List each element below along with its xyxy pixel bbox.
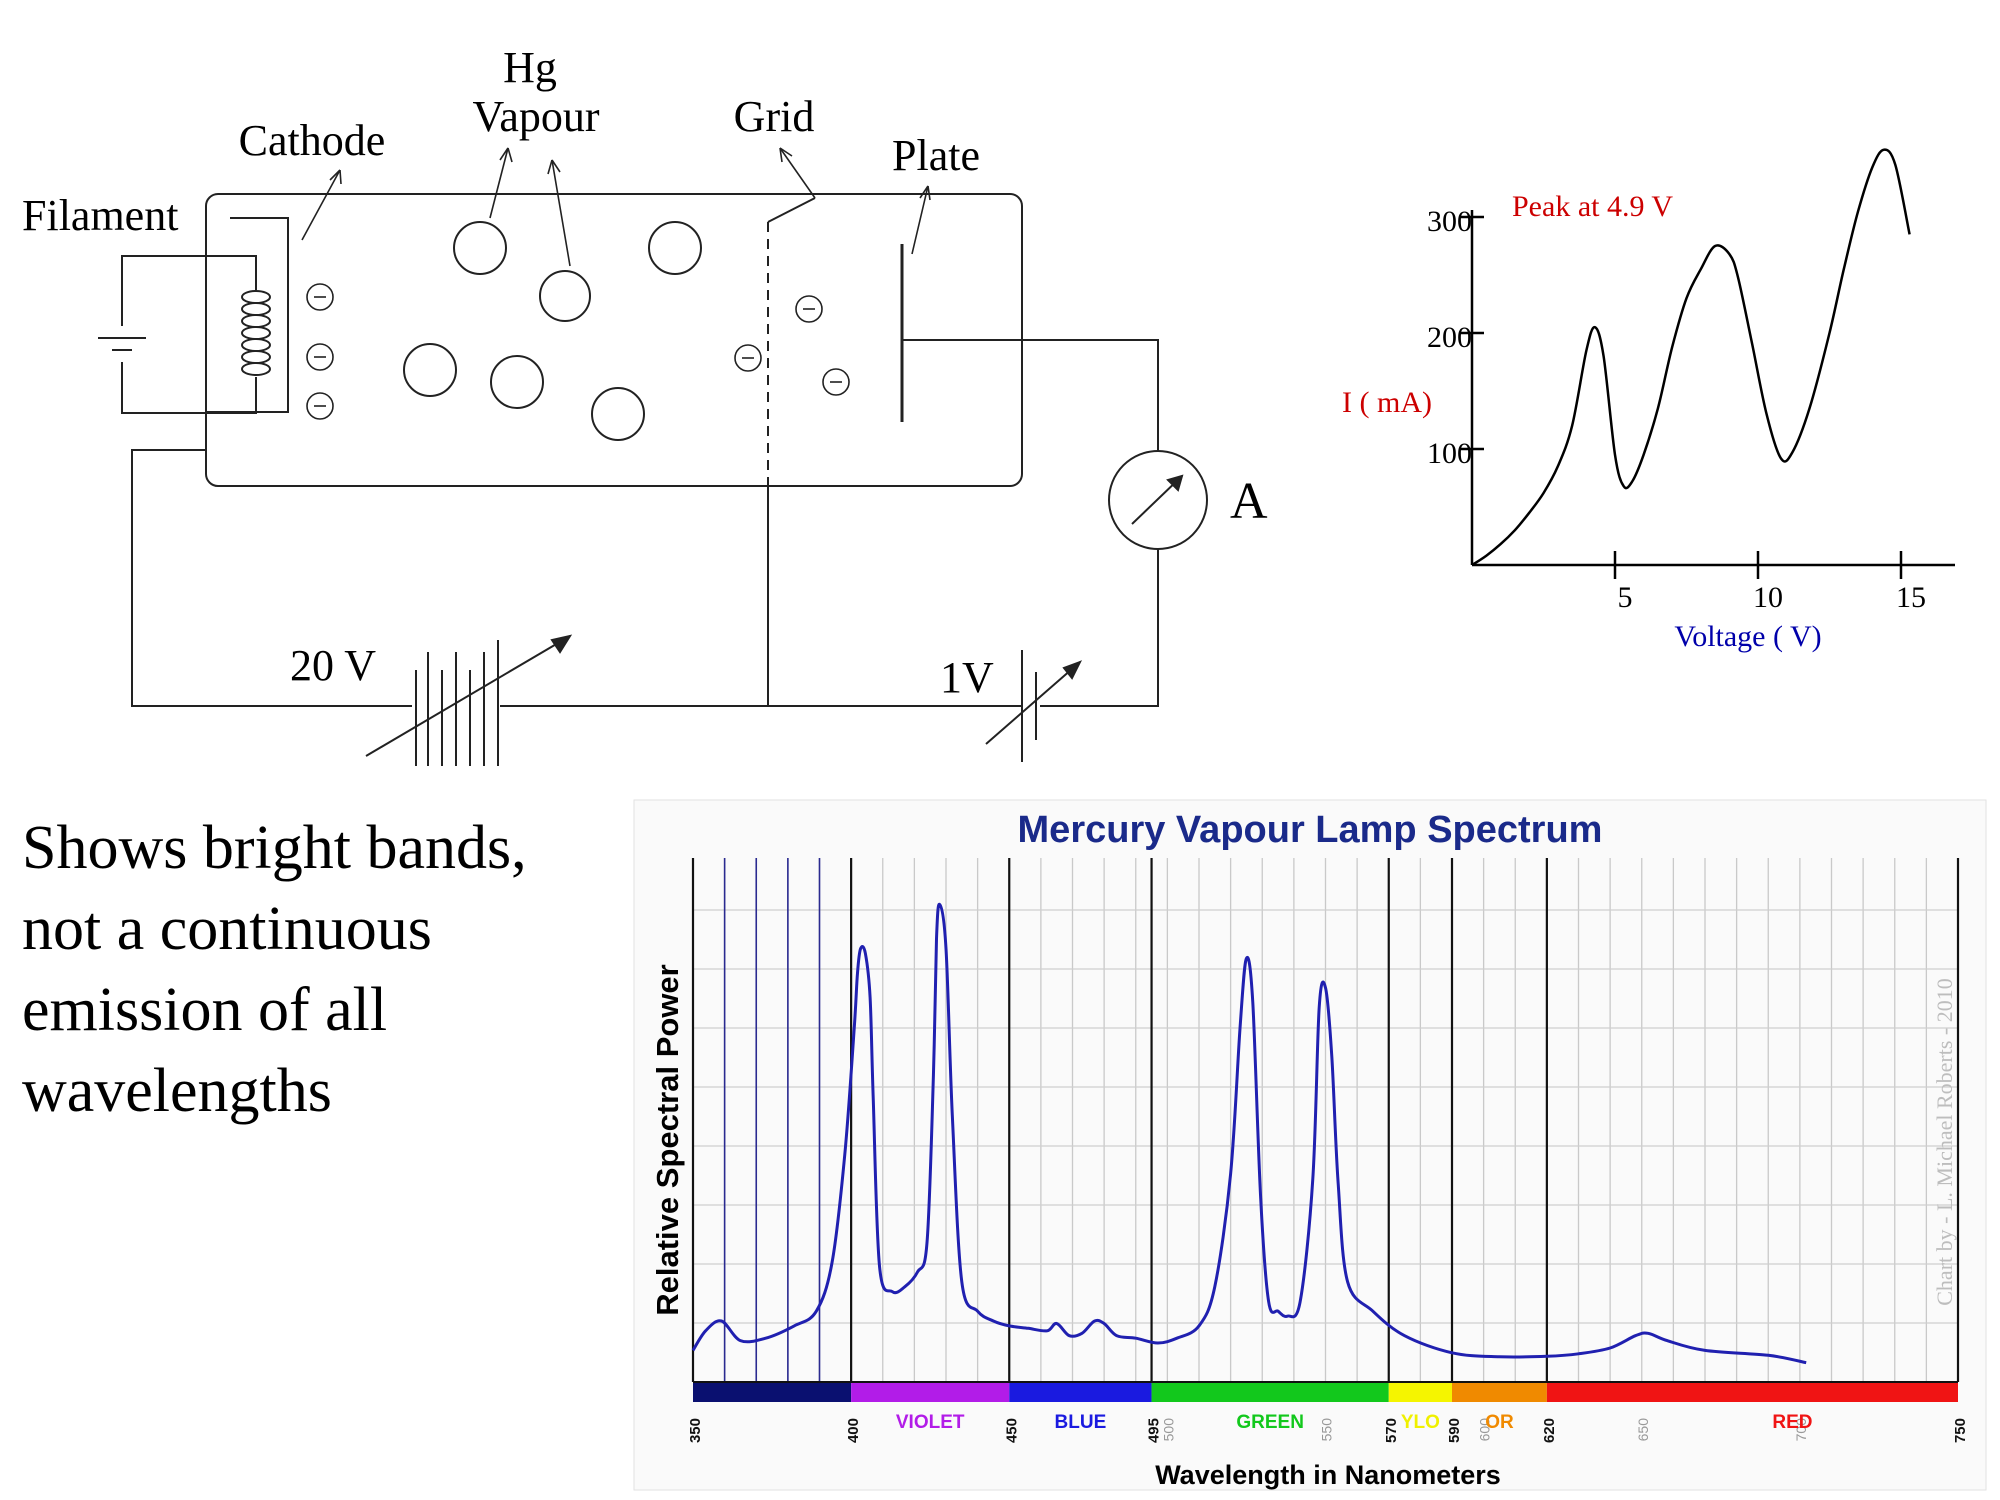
filament-housing: [206, 217, 289, 413]
spectrum-band: [1546, 1382, 1958, 1402]
battery-1v-icon: [985, 650, 1083, 762]
fh-y-tick-label: 300: [1427, 205, 1472, 238]
fh-peak-annotation: Peak at 4.9 V: [1512, 190, 1673, 223]
label-battery-1v: 1V: [940, 653, 994, 702]
spectrum-minor-tick-label: 650: [1635, 1418, 1651, 1442]
spectrum-band: [1452, 1382, 1547, 1402]
caption-line-1: Shows bright bands,: [22, 814, 527, 882]
label-plate: Plate: [892, 131, 980, 180]
caption-line-2: not a continuous: [22, 895, 432, 963]
spectrum-band: [851, 1382, 1010, 1402]
spectrum-major-tick-label: 570: [1383, 1418, 1400, 1443]
spectrum-band: [693, 1382, 852, 1402]
spectrum-band-label: BLUE: [1055, 1412, 1107, 1433]
electrons: [306, 283, 850, 420]
spectrum-major-tick-label: 620: [1541, 1418, 1558, 1443]
spectrum-minor-tick-label: 500: [1160, 1418, 1176, 1442]
spectrum-background: [633, 799, 1987, 1491]
spectrum-minor-tick-label: 550: [1319, 1418, 1335, 1442]
spectrum-major-tick-label: 450: [1003, 1418, 1020, 1443]
spectrum-major-tick-label: 590: [1446, 1418, 1463, 1443]
label-cathode: Cathode: [239, 116, 386, 165]
external-circuit: [131, 339, 1159, 707]
vacuum-tube: [205, 193, 1023, 487]
label-hg: Hg: [503, 43, 557, 92]
fh-x-tick-label: 15: [1896, 581, 1926, 614]
spectrum-chart: Mercury Vapour Lamp Spectrum 350 400 450 49…: [633, 799, 1987, 1491]
label-ammeter: A: [1230, 473, 1268, 530]
spectrum-curve: [691, 902, 1807, 1365]
battery-20v-icon: [365, 634, 573, 766]
apparatus-labels: Hg Vapour Cathode Grid Plate Filament A …: [22, 43, 1268, 702]
mercury-atoms: [403, 221, 702, 441]
spectrum-credit: Chart by - L. Michael Roberts - 2010: [1932, 978, 1957, 1306]
spectrum-band-label: GREEN: [1236, 1412, 1304, 1433]
spectrum-band: [1009, 1382, 1152, 1402]
spectrum-x-label: Wavelength in Nanometers: [1155, 1460, 1501, 1490]
fh-x-tick-label: 10: [1753, 581, 1783, 614]
label-vapour: Vapour: [472, 92, 599, 141]
label-filament: Filament: [22, 191, 178, 240]
fh-x-label: Voltage ( V): [1674, 620, 1821, 653]
filament-coil-icon: [241, 286, 271, 376]
ammeter-icon: [1108, 450, 1208, 550]
spectrum-minor-tick-label: 700: [1793, 1418, 1809, 1442]
fh-x-tick-label: 5: [1618, 581, 1633, 614]
fh-y-tick-label: 100: [1427, 437, 1472, 470]
spectrum-minor-tick-label: 600: [1477, 1418, 1493, 1442]
spectrum-band-label: RED: [1772, 1412, 1812, 1433]
franck-hertz-plot: 5 10 15 100 200 300 Peak at 4.9 V I ( mA) Vol…: [1342, 148, 1955, 653]
fh-y-tick-label: 200: [1427, 321, 1472, 354]
caption-line-3: emission of all: [22, 976, 388, 1044]
spectrum-major-tick-label: 495: [1146, 1418, 1163, 1443]
label-pointers: [301, 147, 931, 267]
caption-line-4: wavelengths: [22, 1057, 332, 1125]
spectrum-title: Mercury Vapour Lamp Spectrum: [1018, 809, 1603, 851]
spectrum-band-label: YLO: [1401, 1412, 1440, 1433]
label-battery-20v: 20 V: [290, 641, 376, 690]
filament-circuit: [98, 255, 257, 414]
label-grid: Grid: [734, 92, 815, 141]
apparatus-diagram: [98, 147, 1208, 766]
spectrum-y-label: Relative Spectral Power: [650, 964, 685, 1316]
spectrum-major-tick-label: 400: [845, 1418, 862, 1443]
fh-y-label: I ( mA): [1342, 386, 1432, 419]
spectrum-major-tick-label: 750: [1952, 1418, 1969, 1443]
caption: Shows bright bands, not a continuous emi…: [22, 808, 622, 1132]
spectrum-band-label: OR: [1485, 1412, 1514, 1433]
spectrum-major-tick-label: 350: [687, 1418, 704, 1443]
spectrum-band-label: VIOLET: [896, 1412, 965, 1433]
fh-current-curve: [1471, 148, 1911, 567]
spectrum-band: [1388, 1382, 1452, 1402]
spectrum-band: [1151, 1382, 1389, 1402]
